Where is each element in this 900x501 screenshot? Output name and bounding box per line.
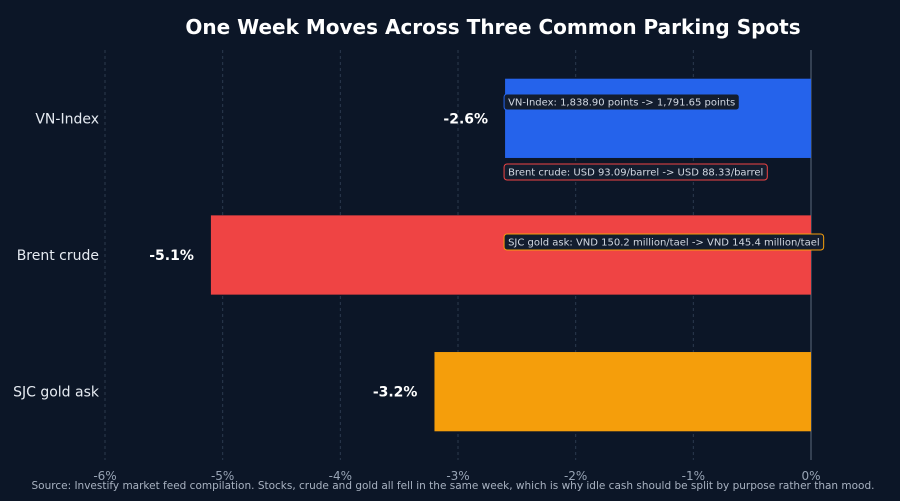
category-label: VN-Index xyxy=(35,111,99,127)
annotation-text: SJC gold ask: VND 150.2 million/tael -> … xyxy=(508,238,820,249)
bar xyxy=(210,215,811,295)
x-tick-labels: -6% -5% -4% -3% -2% -1% 0% xyxy=(93,469,820,483)
annotation: SJC gold ask: VND 150.2 million/tael -> … xyxy=(503,233,825,251)
x-tick-label: 0% xyxy=(801,469,820,483)
x-tick-label: -4% xyxy=(329,469,352,483)
bar xyxy=(505,78,811,158)
value-labels: -2.6% -5.1% -3.2% xyxy=(149,111,488,400)
x-tick-label: -3% xyxy=(446,469,469,483)
annotation-text: VN-Index: 1,838.90 points -> 1,791.65 po… xyxy=(508,98,735,109)
x-tick-label: -5% xyxy=(211,469,234,483)
annotation-box xyxy=(503,93,740,111)
category-label: Brent crude xyxy=(17,248,99,264)
annotation: Brent crude: USD 93.09/barrel -> USD 88.… xyxy=(503,163,768,181)
x-tick-label: -1% xyxy=(682,469,705,483)
annotation: VN-Index: 1,838.90 points -> 1,791.65 po… xyxy=(503,93,740,111)
chart-title: One Week Moves Across Three Common Parki… xyxy=(185,15,800,39)
x-tick-label: -2% xyxy=(564,469,587,483)
value-label: -5.1% xyxy=(149,248,194,264)
source-note: Source: Investify market feed compilatio… xyxy=(32,480,875,492)
annotation-text: Brent crude: USD 93.09/barrel -> USD 88.… xyxy=(508,168,763,179)
value-label: -2.6% xyxy=(443,111,488,127)
bar xyxy=(434,352,811,432)
x-tick-label: -6% xyxy=(93,469,116,483)
annotations: VN-Index: 1,838.90 points -> 1,791.65 po… xyxy=(503,93,825,251)
annotation-box xyxy=(503,233,825,251)
value-label: -3.2% xyxy=(373,385,418,401)
bars xyxy=(210,78,811,432)
category-labels: VN-Index Brent crude SJC gold ask xyxy=(13,111,100,400)
annotation-box xyxy=(503,163,768,181)
category-label: SJC gold ask xyxy=(13,385,100,401)
